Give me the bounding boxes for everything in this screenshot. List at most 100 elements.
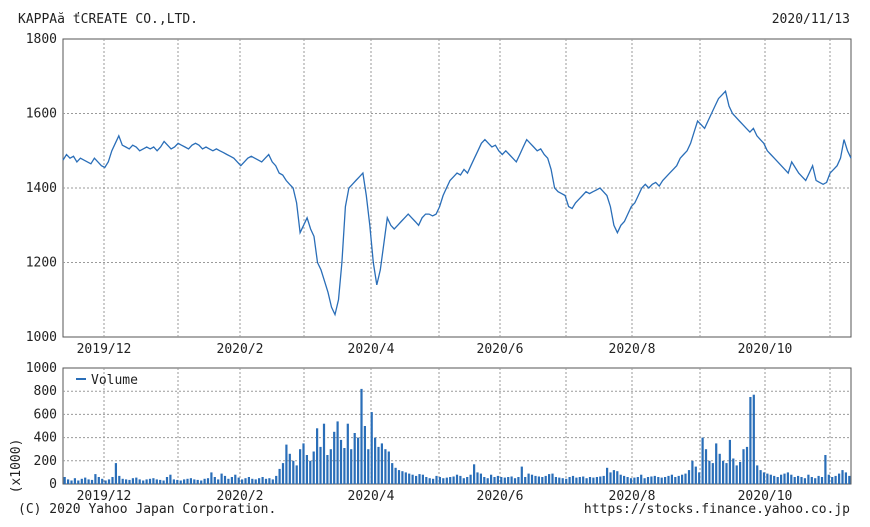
volume-bar bbox=[725, 463, 728, 484]
volume-bar bbox=[841, 470, 844, 484]
volume-bar bbox=[510, 476, 513, 484]
volume-bar bbox=[633, 477, 636, 484]
volume-bar bbox=[496, 475, 500, 484]
y-tick-label: 800 bbox=[34, 384, 57, 399]
volume-bar bbox=[237, 477, 240, 484]
volume-bar bbox=[838, 473, 841, 484]
volume-bar bbox=[595, 477, 599, 484]
volume-bar bbox=[664, 477, 667, 484]
volume-bar bbox=[739, 462, 742, 484]
volume-bar bbox=[493, 477, 496, 484]
volume-bar bbox=[264, 478, 268, 484]
volume-bar bbox=[312, 451, 315, 484]
volume-bar bbox=[90, 479, 94, 484]
volume-bar bbox=[807, 474, 810, 484]
volume-bar bbox=[87, 479, 90, 484]
volume-bar bbox=[599, 476, 602, 484]
volume-bar bbox=[84, 477, 87, 484]
volume-bar bbox=[165, 477, 169, 484]
volume-bar bbox=[244, 478, 247, 484]
x-tick-label: 2020/10 bbox=[738, 489, 793, 504]
volume-bar bbox=[432, 478, 435, 484]
legend-label: Volume bbox=[91, 373, 138, 388]
volume-bar bbox=[827, 474, 830, 484]
volume-bar bbox=[438, 477, 442, 484]
volume-bar bbox=[415, 475, 418, 484]
volume-bar bbox=[820, 477, 824, 484]
volume-bar bbox=[793, 477, 796, 484]
source-link[interactable]: https://stocks.finance.yahoo.co.jp bbox=[583, 502, 850, 517]
volume-bar bbox=[101, 478, 104, 484]
volume-bar bbox=[708, 460, 711, 484]
y-tick-label: 1000 bbox=[26, 330, 57, 345]
volume-bar bbox=[732, 458, 735, 484]
volume-bar bbox=[756, 465, 759, 484]
volume-bar bbox=[435, 475, 438, 484]
volume-bar bbox=[206, 478, 210, 484]
volume-bar bbox=[357, 437, 360, 484]
volume-bar bbox=[213, 477, 216, 484]
volume-bar bbox=[148, 478, 152, 484]
volume-bar bbox=[278, 468, 281, 484]
volume-bar bbox=[97, 477, 100, 484]
x-tick-label: 2020/6 bbox=[477, 489, 524, 504]
x-tick-label: 2020/10 bbox=[738, 342, 793, 357]
volume-bar bbox=[834, 475, 837, 484]
volume-bar bbox=[118, 475, 121, 484]
volume-bar bbox=[319, 446, 322, 484]
volume-bar bbox=[455, 474, 459, 484]
volume-bar bbox=[783, 473, 786, 484]
volume-bar bbox=[636, 477, 639, 484]
volume-bar bbox=[616, 471, 619, 484]
volume-bar bbox=[247, 477, 251, 484]
volume-bar bbox=[145, 479, 148, 484]
volume-bar bbox=[142, 480, 145, 484]
volume-bar bbox=[421, 474, 425, 484]
volume-bar bbox=[172, 479, 176, 484]
volume-bar bbox=[316, 428, 319, 484]
volume-bar bbox=[360, 388, 363, 484]
volume-bar bbox=[452, 476, 455, 484]
volume-bar bbox=[223, 475, 227, 484]
x-tick-label: 2019/12 bbox=[77, 342, 132, 357]
volume-bar bbox=[425, 477, 428, 484]
volume-bar bbox=[251, 478, 254, 484]
volume-bar bbox=[285, 444, 288, 484]
volume-bar bbox=[728, 439, 732, 484]
volume-bar bbox=[107, 479, 111, 484]
volume-bar bbox=[524, 477, 527, 484]
volume-bar bbox=[548, 474, 551, 484]
volume-bar bbox=[612, 470, 616, 484]
volume-bar bbox=[220, 473, 223, 484]
volume-bar bbox=[384, 449, 387, 484]
volume-bar bbox=[288, 453, 291, 484]
volume-bar bbox=[606, 467, 609, 484]
volume-bar bbox=[752, 394, 755, 484]
volume-bar bbox=[674, 477, 677, 484]
volume-bar bbox=[551, 473, 554, 484]
volume-bar bbox=[537, 476, 541, 484]
chart-date: 2020/11/13 bbox=[771, 12, 850, 27]
volume-bar bbox=[592, 477, 595, 484]
volume-bar bbox=[70, 480, 73, 484]
volume-bar bbox=[544, 475, 547, 484]
volume-bar bbox=[459, 475, 462, 484]
volume-bar bbox=[623, 475, 626, 484]
volume-bar bbox=[585, 478, 588, 484]
volume-bar bbox=[691, 460, 694, 484]
volume-bar bbox=[189, 478, 193, 484]
volume-bar bbox=[217, 479, 220, 484]
copyright-text: (C) 2020 Yahoo Japan Corporation. bbox=[18, 502, 277, 517]
volume-bar bbox=[640, 474, 643, 484]
volume-bar bbox=[575, 477, 578, 484]
volume-bar bbox=[394, 467, 397, 484]
volume-bar bbox=[186, 478, 189, 484]
volume-bar bbox=[449, 477, 452, 484]
company-name: KAPPAă ťCREATE CO.,LTD. bbox=[18, 12, 199, 27]
volume-bar bbox=[329, 449, 332, 484]
volume-bar bbox=[336, 421, 339, 484]
volume-bar bbox=[404, 472, 407, 484]
volume-bar bbox=[684, 473, 687, 484]
volume-bar bbox=[473, 464, 476, 484]
